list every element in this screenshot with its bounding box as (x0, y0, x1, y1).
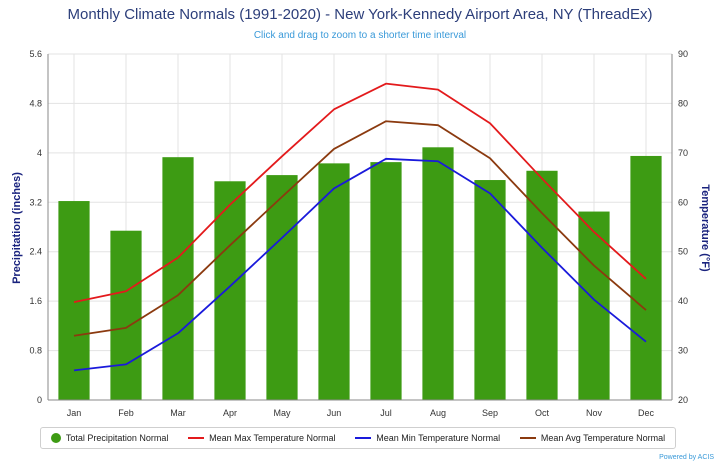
legend-marker (188, 437, 205, 439)
legend-marker (50, 433, 61, 443)
y-right-axis-title: Temperature (°F) (699, 184, 711, 272)
x-tick-label: Jun (327, 408, 342, 418)
precipitation-bar (474, 180, 506, 400)
y-left-tick-label: 5.6 (29, 49, 42, 59)
temperature-line (73, 157, 647, 372)
precipitation-bar (318, 163, 350, 400)
temperature-lines (73, 82, 647, 372)
precipitation-bar (370, 162, 402, 400)
x-tick-label: Jul (380, 408, 392, 418)
precipitation-bar (526, 170, 558, 400)
legend-item-min-temp[interactable]: Mean Min Temperature Normal (355, 433, 500, 443)
x-tick-label: Dec (638, 408, 655, 418)
precipitation-bar (214, 181, 246, 400)
x-tick-label: Nov (586, 408, 603, 418)
legend-label: Mean Avg Temperature Normal (540, 433, 666, 443)
precipitation-bars (58, 147, 662, 400)
y-left-tick-label: 0 (37, 395, 42, 405)
x-tick-label: May (273, 408, 291, 418)
x-tick-label: Mar (170, 408, 186, 418)
y-right-tick-label: 90 (678, 49, 688, 59)
x-tick-label: Jan (67, 408, 82, 418)
y-left-tick-label: 4.8 (29, 98, 42, 108)
axes: 0 0.8 1.6 2.4 3.2 4 4.8 5.6 20 30 40 50 60 70 80 90 Jan F… (29, 49, 688, 418)
precipitation-bar (162, 157, 194, 400)
precipitation-bar (266, 175, 298, 400)
x-tick-label: Sep (482, 408, 498, 418)
y-right-tick-label: 70 (678, 148, 688, 158)
legend-marker (355, 437, 372, 439)
legend: Total Precipitation Normal Mean Max Temp… (40, 427, 676, 449)
precipitation-bar (578, 211, 610, 400)
x-tick-label: Aug (430, 408, 446, 418)
legend-item-max-temp[interactable]: Mean Max Temperature Normal (188, 433, 336, 443)
y-left-tick-label: 2.4 (29, 247, 42, 257)
legend-label: Total Precipitation Normal (65, 433, 169, 443)
y-left-tick-label: 4 (37, 148, 42, 158)
precipitation-bar (422, 147, 454, 400)
temperature-line (73, 120, 647, 337)
credit-link[interactable]: Powered by ACIS (659, 454, 714, 461)
y-right-tick-label: 40 (678, 296, 688, 306)
y-left-axis-title: Precipitation (inches) (11, 172, 23, 284)
legend-item-precipitation[interactable]: Total Precipitation Normal (50, 433, 169, 443)
precipitation-bar (110, 230, 142, 400)
y-right-tick-label: 20 (678, 395, 688, 405)
y-right-tick-label: 80 (678, 98, 688, 108)
legend-marker (519, 437, 536, 439)
y-right-tick-label: 50 (678, 247, 688, 257)
zoom-hint[interactable]: Click and drag to zoom to a shorter time… (253, 30, 467, 41)
temperature-line (73, 82, 647, 304)
y-left-tick-label: 0.8 (29, 346, 42, 356)
x-tick-label: Apr (223, 408, 237, 418)
y-right-tick-label: 60 (678, 197, 688, 207)
x-tick-label: Feb (118, 408, 134, 418)
legend-label: Mean Min Temperature Normal (376, 433, 501, 443)
x-tick-label: Oct (535, 408, 550, 418)
chart-title: Monthly Climate Normals (1991-2020) - Ne… (67, 6, 653, 23)
legend-label: Mean Max Temperature Normal (209, 433, 336, 443)
y-right-tick-label: 30 (678, 346, 688, 356)
y-left-tick-label: 1.6 (29, 296, 42, 306)
legend-item-avg-temp[interactable]: Mean Avg Temperature Normal (519, 433, 666, 443)
y-left-tick-label: 3.2 (29, 197, 42, 207)
